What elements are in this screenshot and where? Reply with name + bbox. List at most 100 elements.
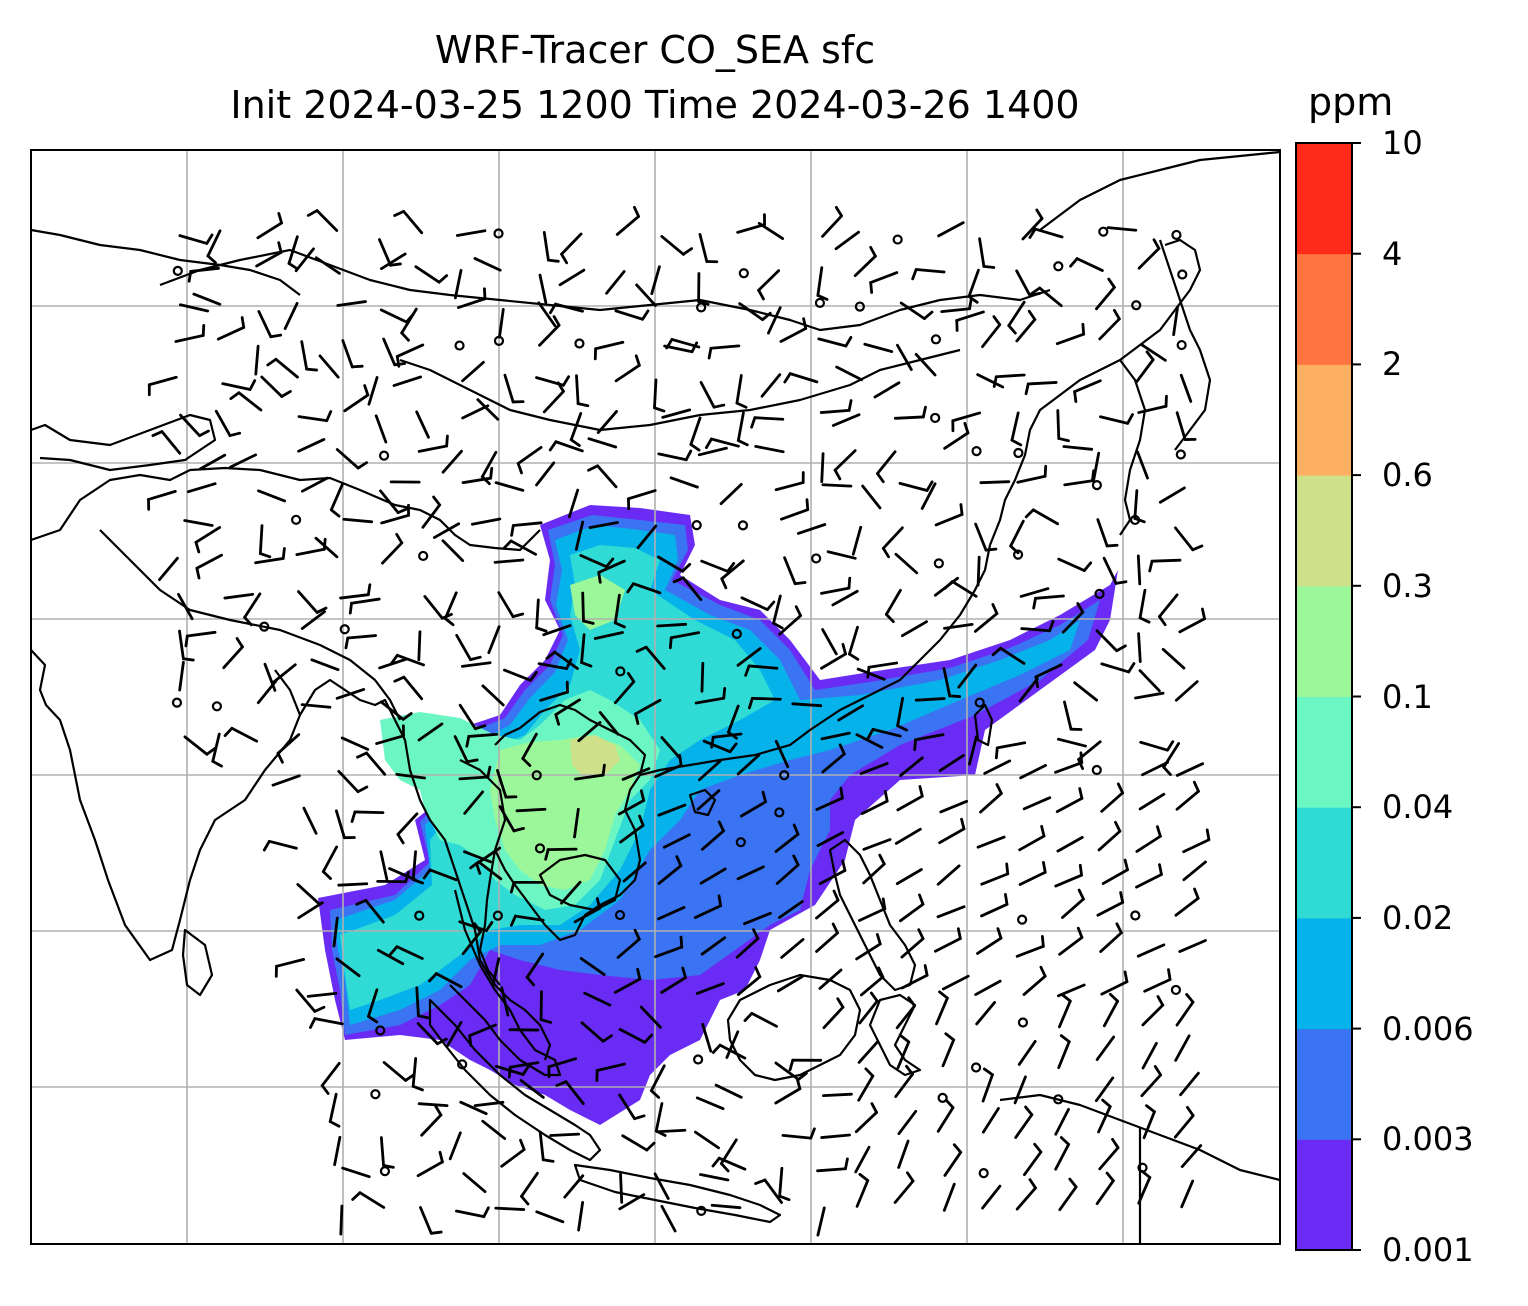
wind-barb-shaft [897,1109,918,1136]
wind-barb-shaft [747,664,779,670]
wind-barb-feather [1030,286,1042,296]
wind-barb-shaft [1134,691,1165,700]
wind-barb-shaft [230,726,259,743]
wind-barb-shaft [222,645,244,670]
wind-barb-shaft [973,612,999,633]
wind-barb-shaft [943,431,970,450]
wind-barb-shaft [509,539,538,556]
co-plume [318,505,1118,1125]
calm-wind-marker [811,553,822,564]
wind-barb-feather [736,439,749,447]
wind-barb-shaft [1094,1076,1115,1103]
plume-level-yellow [570,735,620,778]
wind-barb-feather [720,577,728,590]
wind-barb-feather [681,247,693,256]
wind-barb-shaft [780,938,805,959]
wind-barb-shaft [538,273,548,304]
wind-barb-shaft [1058,936,1084,956]
wind-barb-feather [918,893,925,906]
wind-barb-shaft [955,310,985,322]
coastline-sumatra [428,998,602,1162]
wind-barb-shaft [900,937,925,959]
wind-barb-shaft [896,1040,911,1070]
wind-barb-feather [1153,1065,1163,1077]
calm-wind-marker [492,910,503,921]
wind-barb-shaft [1133,489,1139,520]
wind-barb-shaft [669,476,699,489]
coastline-new-guinea [999,1093,1280,1182]
wind-barb-feather [793,581,807,586]
wind-barb-shaft [470,517,502,526]
colorbar-tick-label: 0.6 [1382,456,1433,495]
calm-wind-marker [1053,261,1064,272]
wind-barb-feather [1101,1098,1112,1108]
wind-barb-shaft [1139,740,1169,752]
wind-barb-feather [1145,350,1155,362]
wind-barb-shaft [857,1040,880,1064]
wind-barb-feather [569,438,581,447]
wind-barb-shaft [598,711,620,736]
wind-barb-feather [923,964,929,977]
wind-barb-shaft [421,503,442,529]
calm-wind-marker [1013,447,1024,459]
wind-barb-shaft [980,872,1010,886]
wind-barb-shaft [158,556,179,582]
wind-barb-feather [634,712,640,726]
wind-barb-shaft [1137,632,1142,663]
wind-barb-shaft [537,662,568,671]
wind-barb-shaft [1097,1105,1112,1134]
wind-barb-feather [719,1162,730,1173]
wind-barb-shaft [185,630,217,638]
wind-barb-feather [1140,1169,1152,1179]
wind-barb-feather [350,364,364,369]
wind-barb-feather [400,331,410,342]
wind-barb-shaft [1174,896,1200,917]
wind-barb-shaft [1054,761,1084,774]
wind-barb-feather [757,288,765,301]
wind-barb-shaft [662,833,691,849]
colorbar-segment [1296,364,1352,476]
wind-barb-feather [875,933,882,946]
wind-barb-shaft [395,945,424,960]
wind-barb-shaft [636,524,658,550]
wind-barb-shaft [519,1079,545,1099]
wind-barb-shaft [537,301,557,328]
wind-barb-shaft [860,799,889,816]
wind-barb-shaft [757,269,781,292]
wind-barb-shaft [779,327,808,343]
wind-barb-shaft [1034,663,1063,679]
wind-barb-feather [395,532,404,545]
wind-barb-feather [525,975,536,987]
wind-barb-shaft [694,696,726,705]
wind-barb-shaft [1016,474,1047,484]
wind-barb-feather [1105,543,1119,548]
wind-barb-shaft [211,732,221,763]
wind-barb-shaft [914,352,937,377]
wind-barb-feather [792,854,800,867]
wind-barb-shaft [689,416,702,446]
wind-barb-shaft [256,221,284,240]
wind-barb-shaft [710,437,740,448]
wind-barb-shaft [820,586,851,595]
wind-barb-feather [645,1141,656,1152]
wind-barb-shaft [577,1200,585,1232]
wind-barb-shaft [981,1073,994,1103]
wind-barb-feather [443,617,455,627]
wind-barb-shaft [1019,764,1048,780]
wind-barb-feather [841,642,847,656]
wind-barb-shaft [1182,838,1211,854]
wind-barb-shaft [461,930,482,956]
wind-barb-shaft [179,413,202,438]
wind-barb-feather [512,826,525,833]
wind-barb-feather [761,311,772,322]
wind-barb-shaft [851,525,863,556]
wind-barb-shaft [855,733,884,749]
wind-barb-shaft [980,902,1009,918]
wind-barb-feather [952,1143,963,1154]
wind-barb-shaft [376,948,405,966]
colorbar-segment [1296,1139,1352,1251]
wind-barb-shaft [567,488,580,519]
wind-barb-shaft [1136,554,1142,586]
wind-barb-feather [881,897,887,911]
